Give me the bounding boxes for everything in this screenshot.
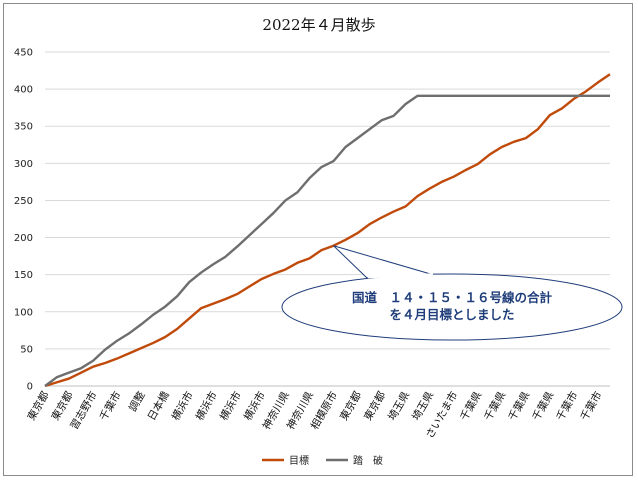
annotation-text: を４月目標としました xyxy=(389,307,514,322)
x-tick-label: 千葉県 xyxy=(457,389,484,423)
x-tick-label: 千葉県 xyxy=(529,389,556,423)
x-tick-label: 千葉市 xyxy=(97,389,124,423)
y-tick-label: 200 xyxy=(14,233,33,244)
callout-joint xyxy=(367,273,434,279)
legend-label: 目標 xyxy=(289,454,309,467)
chart-frame xyxy=(3,3,633,476)
y-tick-label: 0 xyxy=(27,382,33,393)
chart-title: 2022年４月散歩 xyxy=(262,16,376,34)
x-tick-label: 調整 xyxy=(126,389,148,414)
grid-lines xyxy=(45,51,610,350)
x-tick-label: 東京都 xyxy=(361,389,388,423)
y-tick-label: 100 xyxy=(14,307,33,318)
x-tick-label: 日本橋 xyxy=(145,389,172,423)
series-line-walked xyxy=(44,94,610,387)
x-tick-label: 横浜市 xyxy=(217,389,244,423)
x-tick-label: 横浜市 xyxy=(241,389,268,423)
x-tick-label: 横浜市 xyxy=(169,389,196,423)
y-tick-label: 450 xyxy=(14,48,33,59)
x-tick-label: 千葉県 xyxy=(505,389,532,423)
y-tick-label: 250 xyxy=(14,196,33,207)
x-tick-label: 東京都 xyxy=(337,389,364,423)
series-lines xyxy=(44,73,611,388)
y-tick-label: 350 xyxy=(14,122,33,133)
y-tick-label: 150 xyxy=(14,270,33,281)
callout-pointer xyxy=(333,245,435,279)
x-tick-label: 東京都 xyxy=(25,389,52,423)
y-tick-label: 300 xyxy=(14,159,33,170)
y-tick-label: 400 xyxy=(14,85,33,96)
x-tick-label: 千葉市 xyxy=(554,389,581,423)
x-tick-label: 埼玉県 xyxy=(409,389,436,423)
legend-label: 踏 破 xyxy=(353,454,383,467)
x-tick-label: 横浜市 xyxy=(193,389,220,423)
x-tick-label: 千葉市 xyxy=(578,389,605,423)
x-tick-label: 埼玉県 xyxy=(385,389,412,423)
x-tick-label: 千葉県 xyxy=(481,389,508,423)
series-line-target xyxy=(44,73,611,388)
annotation-text: 国道 １４・１５・１６号線の合計 xyxy=(352,290,553,305)
y-tick-label: 50 xyxy=(20,344,33,355)
callout-bubble xyxy=(281,273,623,341)
y-axis-ticks: 0 50 100 150 200 250 300 350 400 450 xyxy=(14,48,33,393)
legend: 目標 踏 破 xyxy=(262,454,383,467)
x-tick-label: 東京都 xyxy=(49,389,76,423)
